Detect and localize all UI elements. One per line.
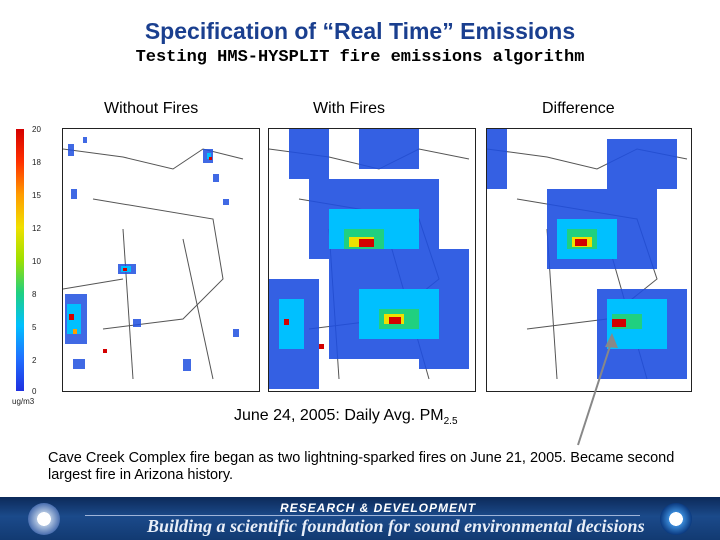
legend-tick: 18 [32,158,41,167]
slide-title: Specification of “Real Time” Emissions [144,18,576,44]
legend-tick: 8 [32,290,37,299]
legend-tick: 15 [32,191,41,200]
date-caption: June 24, 2005: Daily Avg. PM2.5 [234,407,458,427]
map-difference [486,128,692,392]
legend-color-bar [16,129,24,391]
date-caption-subscript: 2.5 [443,416,458,428]
epa-seal-icon [28,503,60,535]
slide-subtitle: Testing HMS-HYSPLIT fire emissions algor… [135,48,585,67]
legend-tick: 5 [32,323,37,332]
color-legend: 20 18 15 12 10 8 5 2 0 ug/m3 [10,125,60,406]
footer-banner: RESEARCH & DEVELOPMENT Building a scient… [0,497,720,540]
footer-bottom-text: Building a scientific foundation for sou… [147,516,645,536]
noaa-logo-icon [660,503,692,535]
panel-label-without-fires: Without Fires [104,100,199,117]
legend-tick: 0 [32,387,37,396]
legend-unit: ug/m3 [12,397,35,406]
map-without-fires [62,128,260,392]
panel-label-difference: Difference [542,100,615,117]
map-with-fires [268,128,476,392]
footer-divider [85,515,640,516]
fire-note: Cave Creek Complex fire began as two lig… [48,450,675,483]
legend-tick: 10 [32,257,41,266]
legend-tick: 20 [32,125,41,134]
panel-label-with-fires: With Fires [313,100,385,117]
date-caption-text: June 24, 2005: Daily Avg. PM [234,407,444,424]
footer-top-text: RESEARCH & DEVELOPMENT [280,501,477,515]
legend-tick: 12 [32,224,41,233]
legend-tick: 2 [32,356,37,365]
